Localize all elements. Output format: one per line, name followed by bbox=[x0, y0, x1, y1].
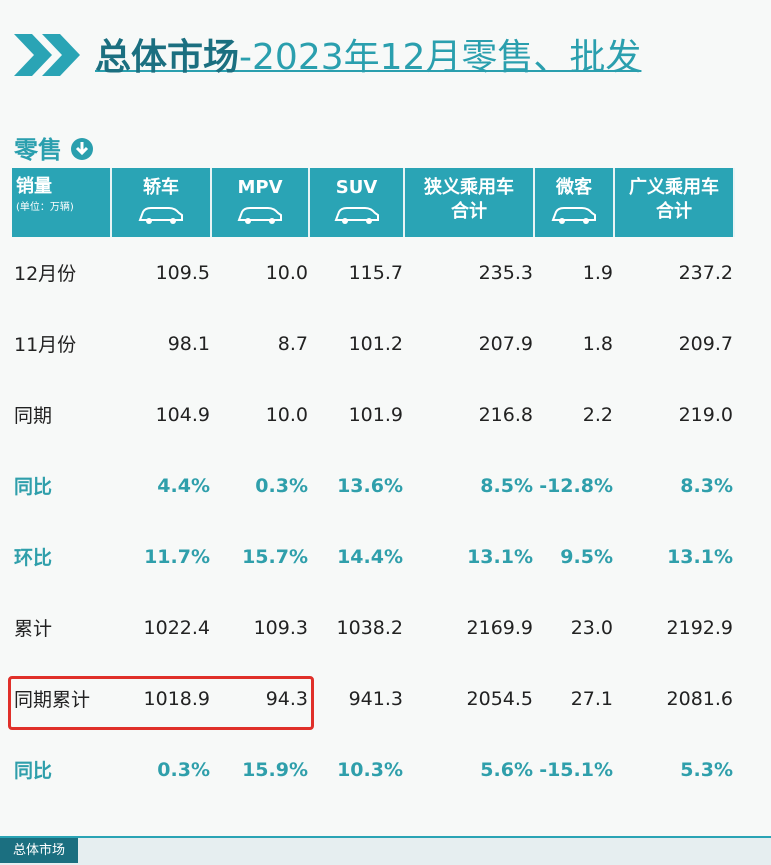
cell-value: 94.3 bbox=[265, 687, 308, 710]
cell-value: 1018.9 bbox=[143, 687, 210, 710]
cell-value: 14.4% bbox=[337, 545, 403, 568]
section-label: 零售 bbox=[14, 130, 94, 165]
cell-value: 2054.5 bbox=[466, 687, 533, 710]
cell-value: 23.0 bbox=[570, 616, 613, 639]
header-text: SUV bbox=[335, 177, 378, 198]
row-label: 12月份 bbox=[14, 263, 77, 285]
header-text: 狭义乘用车 bbox=[424, 177, 514, 198]
cell-value: 0.3% bbox=[255, 474, 308, 497]
highlight-box bbox=[8, 676, 314, 730]
cell-value: 98.1 bbox=[167, 332, 210, 355]
cell-value: 101.2 bbox=[348, 332, 403, 355]
header-cell: 广义乘用车 合计 bbox=[615, 168, 735, 237]
header-text: 微客 bbox=[556, 177, 592, 198]
cell-value: 13.6% bbox=[337, 474, 403, 497]
tab[interactable]: 总体市场 bbox=[0, 838, 78, 863]
cell-value: 11.7% bbox=[144, 545, 210, 568]
cell-value: 235.3 bbox=[478, 261, 533, 284]
cell-value: 2192.9 bbox=[666, 616, 733, 639]
car-icon bbox=[138, 207, 183, 224]
cell-value: -12.8% bbox=[539, 474, 613, 497]
car-icon bbox=[237, 207, 282, 224]
header-cell: 销量 (单位：万辆) bbox=[12, 168, 112, 237]
cell-value: 15.9% bbox=[242, 758, 308, 781]
cell-value: 10.3% bbox=[337, 758, 403, 781]
down-icon bbox=[71, 138, 94, 160]
row-label: 同比 bbox=[14, 476, 53, 498]
header-text: 合计 bbox=[451, 201, 487, 222]
cell-value: 216.8 bbox=[478, 403, 533, 426]
cell-value: 0.3% bbox=[157, 758, 210, 781]
cell-value: 15.7% bbox=[242, 545, 308, 568]
chevron-icon bbox=[14, 34, 80, 76]
header-text: MPV bbox=[237, 177, 283, 198]
section-text: 零售 bbox=[14, 136, 62, 164]
unit-label: (单位：万辆) bbox=[16, 202, 74, 213]
header-cell: SUV bbox=[310, 168, 405, 237]
cell-value: 10.0 bbox=[265, 261, 308, 284]
row-label: 同期累计 bbox=[14, 689, 91, 711]
cell-value: 2.2 bbox=[582, 403, 613, 426]
cell-value: 207.9 bbox=[478, 332, 533, 355]
cell-value: 5.3% bbox=[680, 758, 733, 781]
title: 总体市场-2023年12月零售、批发 bbox=[95, 28, 641, 80]
cell-value: 209.7 bbox=[678, 332, 733, 355]
row-label: 环比 bbox=[14, 547, 53, 569]
corner-label: 销量 bbox=[16, 176, 52, 197]
row-label: 累计 bbox=[14, 618, 53, 640]
row-label: 11月份 bbox=[14, 334, 77, 356]
cell-value: -15.1% bbox=[539, 758, 613, 781]
header-text: 合计 bbox=[656, 201, 692, 222]
header-cell: 轿车 bbox=[112, 168, 212, 237]
cell-value: 104.9 bbox=[155, 403, 210, 426]
cell-value: 13.1% bbox=[467, 545, 533, 568]
header-cell: MPV bbox=[212, 168, 310, 237]
header-text: 广义乘用车 bbox=[629, 177, 719, 198]
cell-value: 1022.4 bbox=[143, 616, 210, 639]
cell-value: 2081.6 bbox=[666, 687, 733, 710]
cell-value: 8.3% bbox=[680, 474, 733, 497]
row-label: 同比 bbox=[14, 760, 53, 782]
cell-value: 10.0 bbox=[265, 403, 308, 426]
title-rest: -2023年12月零售、批发 bbox=[239, 37, 642, 78]
car-icon bbox=[334, 207, 379, 224]
cell-value: 237.2 bbox=[678, 261, 733, 284]
cell-value: 13.1% bbox=[667, 545, 733, 568]
title-main: 总体市场 bbox=[95, 37, 240, 78]
row-label: 同期 bbox=[14, 405, 53, 427]
cell-value: 109.5 bbox=[155, 261, 210, 284]
cell-value: 5.6% bbox=[480, 758, 533, 781]
car-icon bbox=[551, 207, 596, 224]
cell-value: 8.7 bbox=[277, 332, 308, 355]
cell-value: 219.0 bbox=[678, 403, 733, 426]
header-cell: 微客 bbox=[535, 168, 615, 237]
cell-value: 115.7 bbox=[348, 261, 403, 284]
cell-value: 1.9 bbox=[582, 261, 613, 284]
cell-value: 9.5% bbox=[560, 545, 613, 568]
cell-value: 109.3 bbox=[253, 616, 308, 639]
cell-value: 2169.9 bbox=[466, 616, 533, 639]
cell-value: 8.5% bbox=[480, 474, 533, 497]
cell-value: 941.3 bbox=[348, 687, 403, 710]
cell-value: 1.8 bbox=[582, 332, 613, 355]
cell-value: 4.4% bbox=[157, 474, 210, 497]
cell-value: 27.1 bbox=[570, 687, 613, 710]
tab-bar bbox=[0, 836, 771, 865]
header-cell: 狭义乘用车 合计 bbox=[405, 168, 535, 237]
cell-value: 1038.2 bbox=[336, 616, 403, 639]
header-text: 轿车 bbox=[143, 177, 179, 198]
cell-value: 101.9 bbox=[348, 403, 403, 426]
